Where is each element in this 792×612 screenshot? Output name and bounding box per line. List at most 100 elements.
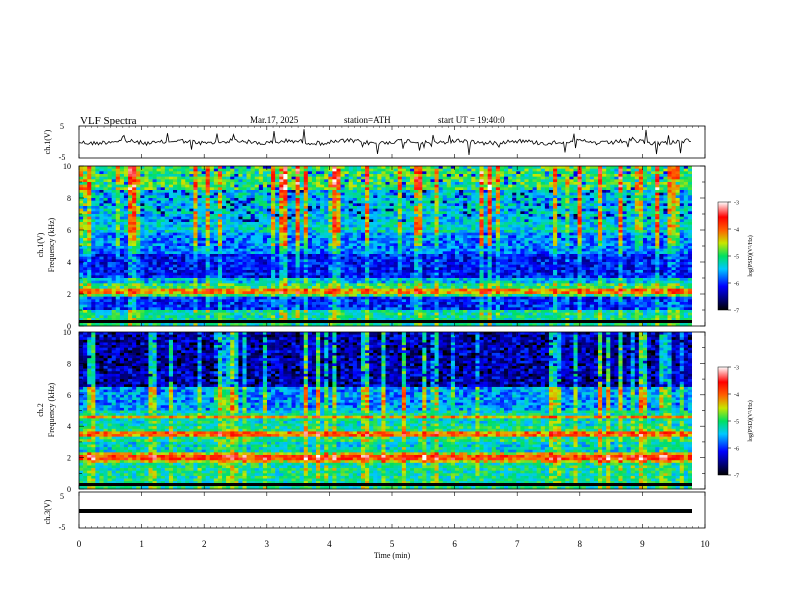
spectrogram-cell xyxy=(332,168,337,172)
spectrogram-cell xyxy=(614,184,619,188)
spectrogram-cell xyxy=(103,254,108,257)
spectrogram-cell xyxy=(499,224,505,228)
spectrogram-cell xyxy=(467,184,472,188)
spectrogram-cell xyxy=(328,182,333,185)
spectrogram-cell xyxy=(262,184,268,188)
spectrogram-cell xyxy=(258,198,264,201)
spectrogram-cell xyxy=(369,171,374,175)
spectrogram-cell xyxy=(328,192,333,196)
spectrogram-cell xyxy=(148,198,153,201)
spectrogram-cell xyxy=(168,243,174,247)
spectrogram-cell xyxy=(115,176,121,180)
spectrogram-cell xyxy=(512,246,517,249)
spectrogram-cell xyxy=(332,190,337,193)
spectrogram-cell xyxy=(524,195,529,199)
spectrogram-cell xyxy=(201,219,206,223)
spectrogram-cell xyxy=(307,198,313,201)
spectrogram-cell xyxy=(638,195,644,199)
spectrogram-cell xyxy=(647,190,652,193)
spectrogram-cell xyxy=(581,195,587,199)
spectrogram-cell xyxy=(128,168,133,172)
spectrogram-cell xyxy=(491,222,497,225)
spectrogram-cell xyxy=(222,174,227,177)
spectrogram-cell xyxy=(360,227,366,231)
spectrogram-cell xyxy=(213,179,219,183)
spectrogram-cell xyxy=(258,251,264,255)
spectrogram-cell xyxy=(389,200,394,204)
spectrogram-cell xyxy=(508,238,513,241)
spectrogram-cell xyxy=(446,174,452,177)
spectrogram-cell xyxy=(630,195,636,199)
spectrogram-cell xyxy=(504,198,509,201)
spectrogram-cell xyxy=(479,195,484,199)
spectrogram-cell xyxy=(553,224,558,228)
spectrogram-cell xyxy=(360,238,366,241)
spectrogram-cell xyxy=(606,182,611,185)
spectrogram-cell xyxy=(360,192,366,196)
spectrogram-cell xyxy=(136,195,141,199)
spectrogram-cell xyxy=(311,168,317,172)
spectrogram-cell xyxy=(320,168,325,172)
spectrogram-cell xyxy=(373,248,378,252)
spectrogram-cell xyxy=(487,174,493,177)
spectrogram-cell xyxy=(324,208,329,212)
spectrogram-cell xyxy=(91,227,96,231)
spectrogram-cell xyxy=(483,195,488,199)
spectrogram-cell xyxy=(642,243,648,247)
spectrogram-cell xyxy=(454,184,460,188)
spectrogram-cell xyxy=(671,251,676,255)
spectrogram-cell xyxy=(87,179,92,183)
spectrogram-cell xyxy=(303,179,309,183)
spectrogram-cell xyxy=(430,200,435,204)
spectrogram-cell xyxy=(483,219,488,223)
spectrogram-cell xyxy=(667,251,672,255)
spectrogram-cell xyxy=(577,206,582,209)
spectrogram-cell xyxy=(222,238,227,241)
spectrogram-cell xyxy=(222,224,227,228)
spectrogram-cell xyxy=(532,248,538,252)
spectrogram-cell xyxy=(675,227,681,231)
spectrogram-cell xyxy=(328,232,333,236)
spectrogram-cell xyxy=(369,179,374,183)
spectrogram-cell xyxy=(508,251,513,255)
spectrogram-cell xyxy=(324,230,329,233)
spectrogram-cell xyxy=(401,206,407,209)
spectrogram-cell xyxy=(524,235,529,239)
spectrogram-cell xyxy=(303,238,309,241)
spectrogram-cell xyxy=(389,235,394,239)
spectrogram-cell xyxy=(209,251,215,255)
spectrogram-cell xyxy=(495,203,501,207)
spectrogram-cell xyxy=(438,214,444,217)
spectrogram-cell xyxy=(561,195,566,199)
spectrogram-cell xyxy=(185,224,190,228)
spectrogram-cell xyxy=(585,235,591,239)
spectrogram-cell xyxy=(606,166,611,169)
spectrogram-cell xyxy=(536,192,542,196)
spectrogram-cell xyxy=(405,195,411,199)
spectrogram-cell xyxy=(369,176,374,180)
spectrogram-cell xyxy=(610,246,615,249)
spectrogram-cell xyxy=(659,171,664,175)
spectrogram-cell xyxy=(217,176,223,180)
spectrogram-cell xyxy=(369,203,374,207)
spectrogram-cell xyxy=(291,203,296,207)
spectrogram-cell xyxy=(504,179,509,183)
spectrogram-cell xyxy=(177,251,182,255)
spectrogram-cell xyxy=(205,251,211,255)
spectrogram-cell xyxy=(185,240,190,244)
spectrogram-cell xyxy=(491,182,497,185)
spectrogram-cell xyxy=(352,168,358,172)
spectrogram-cell xyxy=(638,179,644,183)
spectrogram-cell xyxy=(275,206,280,209)
spectrogram-cell xyxy=(548,248,554,252)
spectrogram-cell xyxy=(316,166,321,169)
spectrogram-cell xyxy=(589,198,595,201)
spectrogram-cell xyxy=(577,203,582,207)
spectrogram-cell xyxy=(647,198,652,201)
spectrogram-cell xyxy=(598,224,603,228)
spectrogram-cell xyxy=(299,184,305,188)
spectrogram-cell xyxy=(544,179,550,183)
spectrogram-cell xyxy=(123,198,129,201)
spectrogram-cell xyxy=(675,174,681,177)
spectrogram-cell xyxy=(160,190,166,193)
